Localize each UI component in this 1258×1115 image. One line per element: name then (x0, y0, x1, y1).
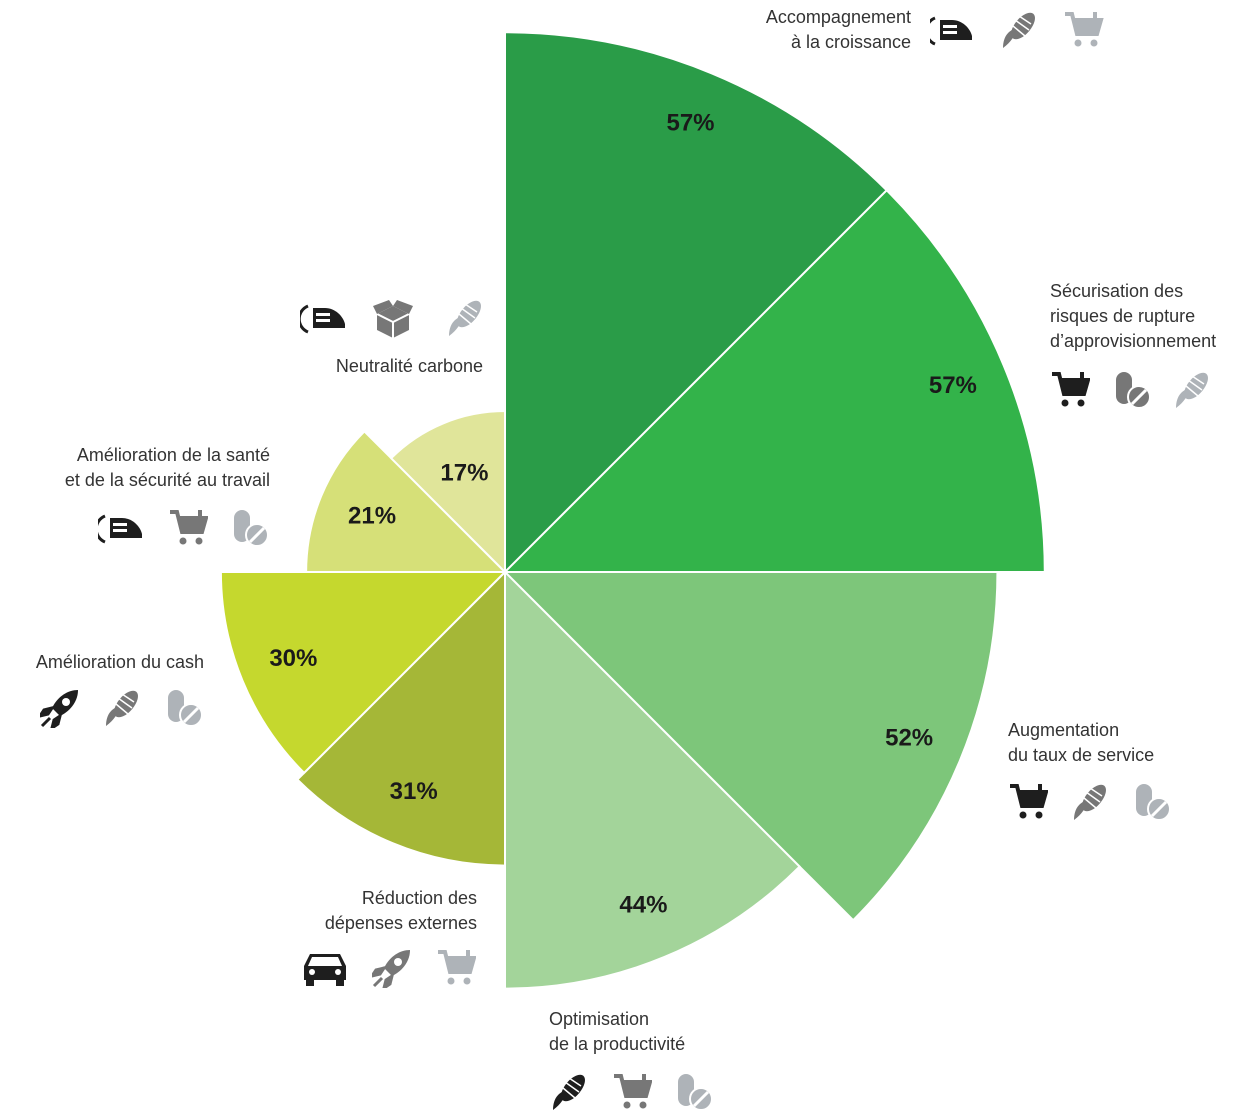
wedges (219, 31, 1046, 990)
category-label: et de la sécurité au travail (65, 470, 270, 490)
icon (930, 16, 974, 46)
value-label: 21% (348, 502, 396, 529)
icon (168, 508, 208, 547)
icon (436, 948, 476, 987)
category-label: Augmentation (1008, 720, 1119, 740)
icon (372, 298, 414, 338)
icon (232, 508, 270, 548)
icon (1175, 370, 1212, 409)
value-label: 57% (929, 372, 977, 399)
icon (300, 304, 347, 334)
wedge (502, 188, 1046, 573)
category-label: de la productivité (549, 1034, 685, 1054)
wedge (219, 571, 508, 775)
wedge (504, 569, 802, 990)
icon (304, 954, 346, 986)
icon (1008, 782, 1048, 821)
category-label: du taux de service (1008, 745, 1154, 765)
category-label: Optimisation (549, 1009, 649, 1029)
icon (552, 1072, 589, 1111)
wedge (305, 429, 508, 573)
category-label: Sécurisation des (1050, 281, 1183, 301)
wedge (504, 31, 889, 575)
icon (1134, 782, 1172, 822)
category-label: d’approvisionnement (1050, 331, 1216, 351)
category-label: Accompagnement (766, 7, 911, 27)
icon (612, 1072, 652, 1111)
icon (166, 688, 204, 728)
value-label: 17% (440, 459, 488, 486)
icon (1073, 782, 1110, 821)
value-label: 30% (269, 645, 317, 672)
wedge (389, 410, 506, 575)
value-label: 44% (619, 891, 667, 918)
wedge (502, 571, 999, 922)
icon (1114, 370, 1152, 410)
category-label: Neutralité carbone (336, 356, 483, 376)
icon (105, 688, 142, 727)
labels: 57% 57% 52% 44% 31% 30% 21% 17% Accompagnement à … (36, 7, 1216, 1054)
category-label: Amélioration de la santé (77, 445, 270, 465)
category-label: à la croissance (791, 32, 911, 52)
wedge (296, 569, 506, 867)
category-label: Amélioration du cash (36, 652, 204, 672)
category-label: dépenses externes (325, 913, 477, 933)
icon (40, 688, 80, 728)
icon (1065, 12, 1101, 47)
icon (676, 1072, 714, 1112)
value-label: 31% (390, 778, 438, 805)
icon (1050, 370, 1090, 409)
category-label: Réduction des (362, 888, 477, 908)
icon (98, 514, 144, 544)
category-label: risques de rupture (1050, 306, 1195, 326)
icon (372, 948, 412, 988)
icon (1002, 10, 1040, 49)
value-label: 52% (885, 725, 933, 752)
icon (448, 298, 486, 337)
value-label: 57% (666, 109, 714, 136)
